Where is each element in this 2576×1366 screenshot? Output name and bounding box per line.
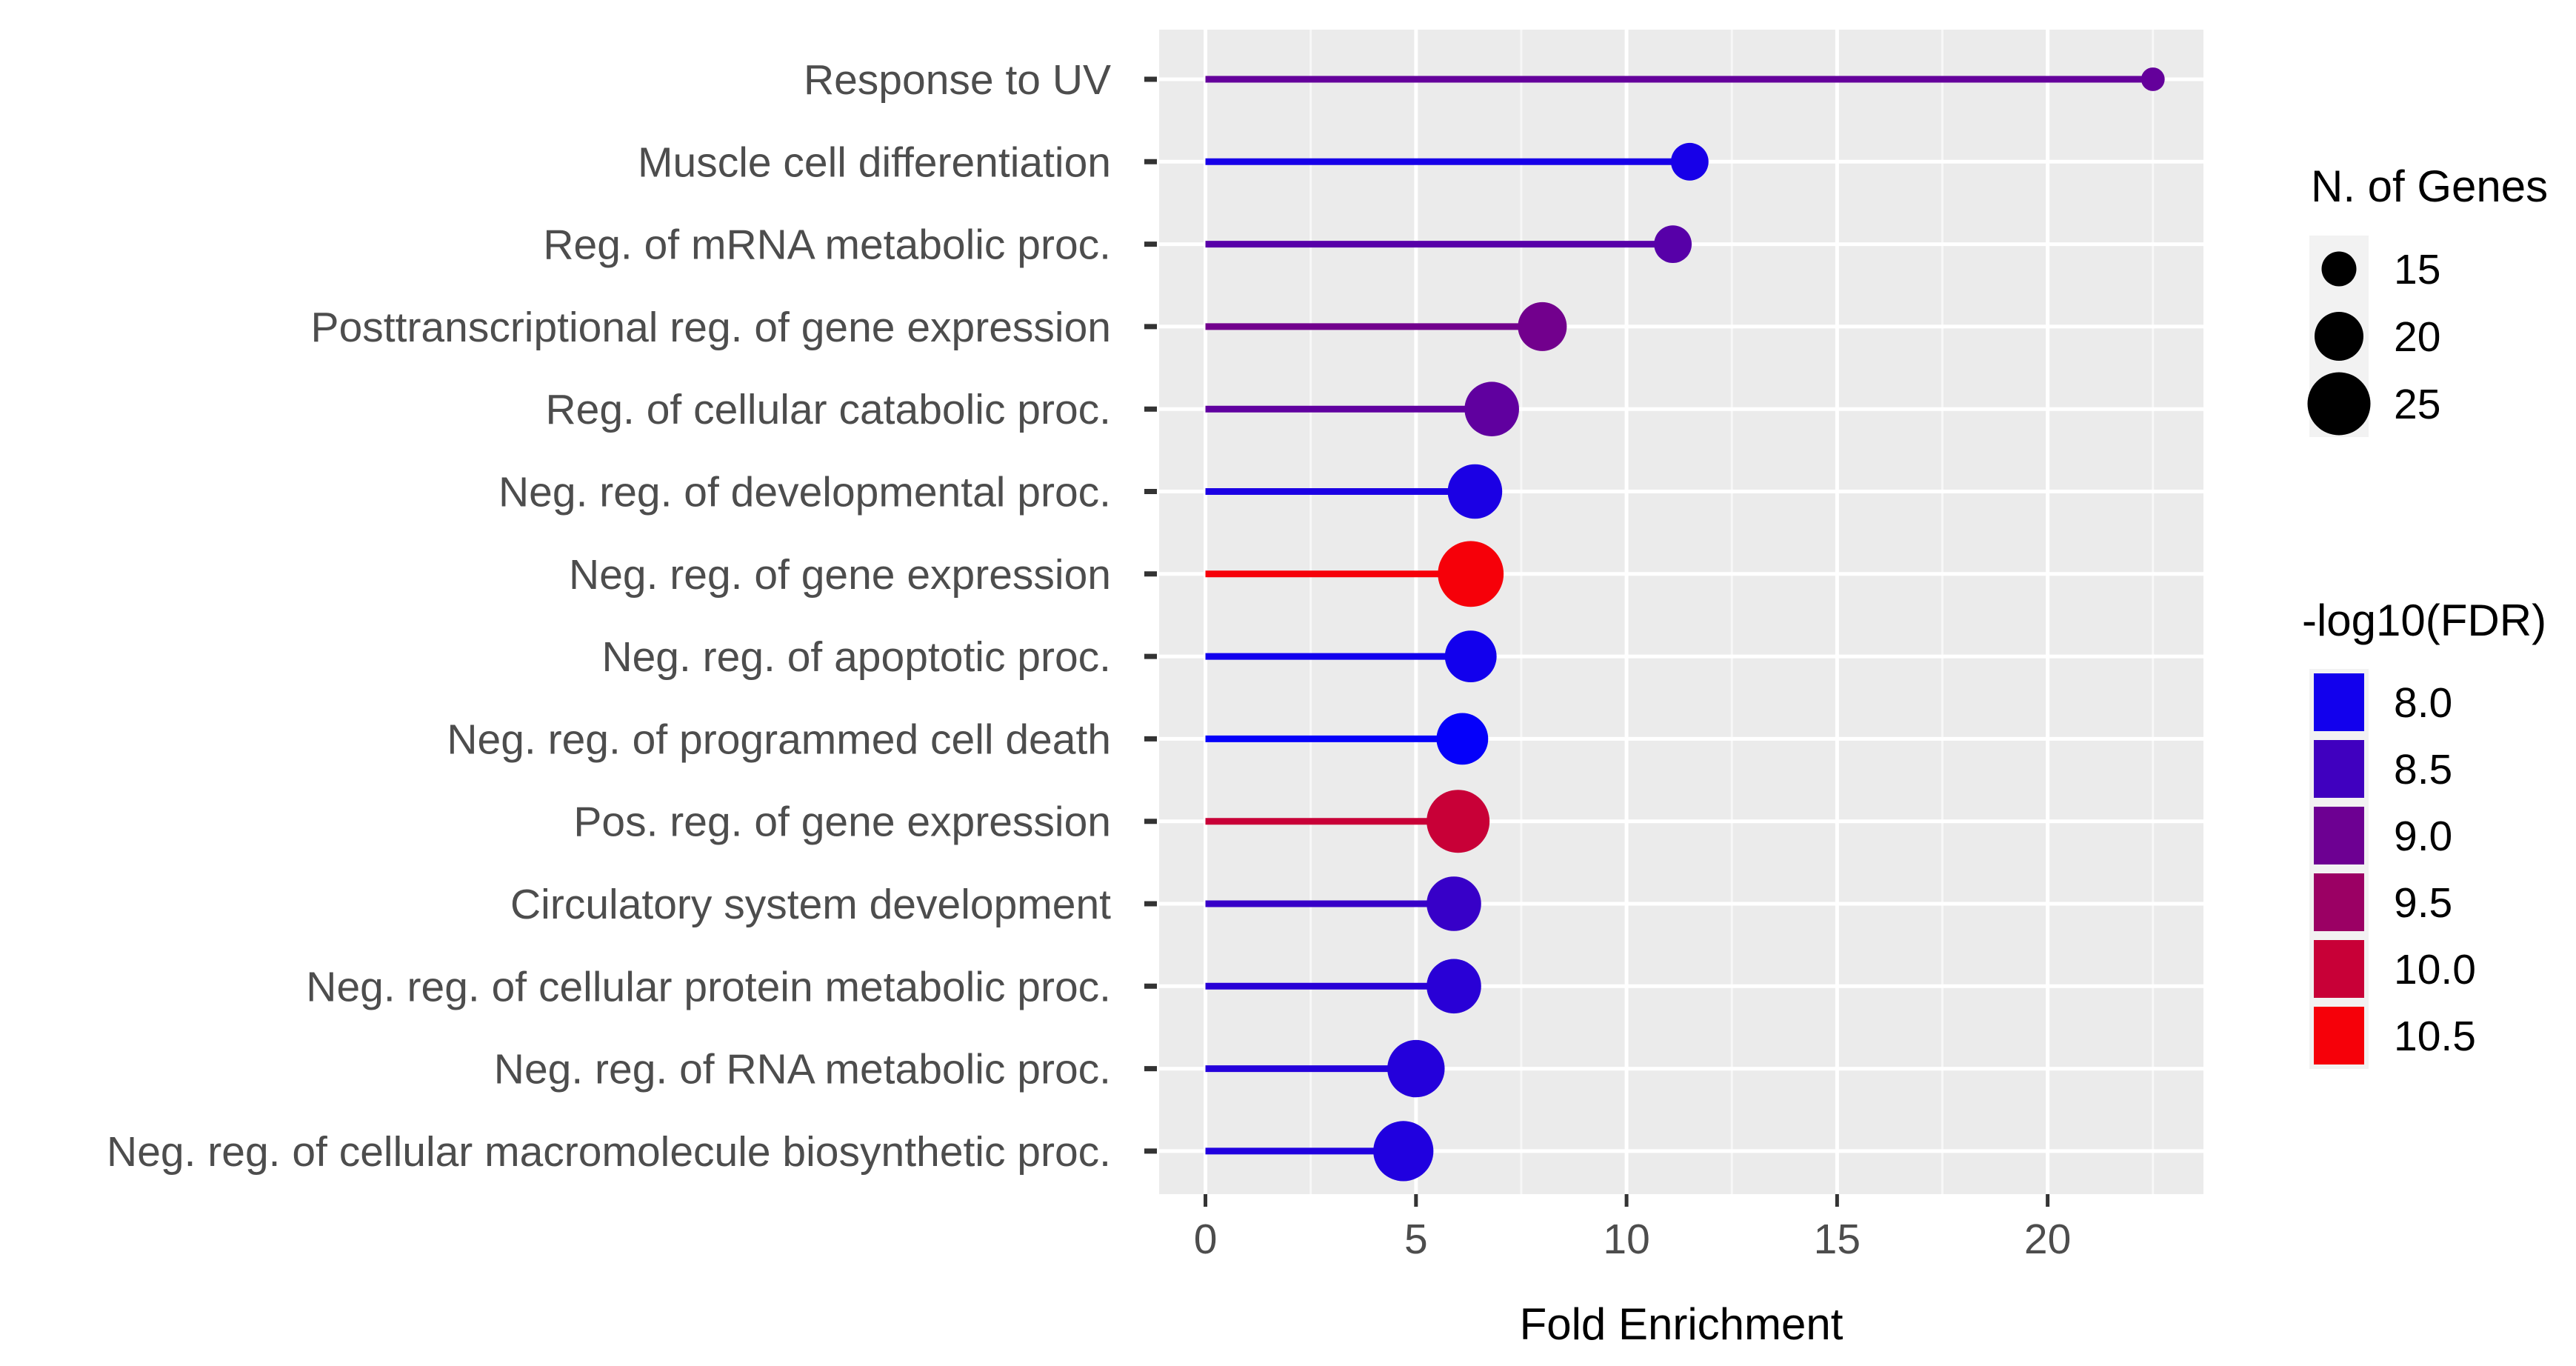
category-label: Neg. reg. of RNA metabolic proc. xyxy=(494,1046,1111,1093)
category-label: Neg. reg. of developmental proc. xyxy=(498,469,1111,516)
size-legend-items: 15 20 25 xyxy=(2307,246,2440,436)
category-label: Neg. reg. of gene expression xyxy=(569,551,1111,599)
category-label: Neg. reg. of cellular macromolecule bios… xyxy=(107,1128,1111,1176)
panel-background xyxy=(1159,30,2203,1194)
color-legend-title: -log10(FDR) xyxy=(2302,596,2546,645)
lollipop-point xyxy=(1438,541,1504,607)
color-legend-swatch xyxy=(2314,740,2364,798)
axis-ticks xyxy=(1144,76,2050,1207)
color-legend-label: 10.0 xyxy=(2394,946,2476,993)
color-legend: -log10(FDR) 8.0 8.5 9.0 9.5 10.0 10.5 xyxy=(2302,596,2546,1069)
category-label: Posttranscriptional reg. of gene express… xyxy=(311,304,1111,351)
category-label: Response to UV xyxy=(804,56,1111,104)
category-label: Reg. of mRNA metabolic proc. xyxy=(543,221,1111,269)
size-legend-label: 15 xyxy=(2394,246,2440,293)
lollipop-point xyxy=(1387,1039,1445,1098)
category-label: Muscle cell differentiation xyxy=(638,139,1111,186)
x-tick-label: 15 xyxy=(1814,1216,1861,1263)
size-legend-key xyxy=(2307,372,2371,436)
lollipop-point xyxy=(1654,225,1692,263)
color-legend-swatch xyxy=(2314,873,2364,931)
size-legend-key xyxy=(2315,312,2363,361)
color-legend-swatch xyxy=(2314,940,2364,998)
color-legend-label: 10.5 xyxy=(2394,1013,2476,1060)
size-legend-title: N. of Genes xyxy=(2311,161,2548,211)
category-label: Neg. reg. of apoptotic proc. xyxy=(601,633,1111,681)
x-tick-label: 0 xyxy=(1194,1216,1218,1263)
color-legend-swatch xyxy=(2314,807,2364,864)
data-marks xyxy=(1205,67,2165,1182)
category-label: Pos. reg. of gene expression xyxy=(573,799,1111,846)
lollipop-point xyxy=(1427,876,1481,931)
lollipop-point xyxy=(2140,67,2165,91)
axis-labels: 0 5 10 15 20 Response to UV Muscle cell differ… xyxy=(107,56,2071,1263)
color-legend-swatch xyxy=(2314,1007,2364,1065)
color-legend-label: 9.0 xyxy=(2394,813,2452,860)
lollipop-point xyxy=(1436,713,1489,765)
size-legend-label: 20 xyxy=(2394,313,2440,361)
category-label: Circulatory system development xyxy=(510,881,1111,928)
category-label: Neg. reg. of programmed cell death xyxy=(447,716,1111,763)
x-tick-label: 10 xyxy=(1603,1216,1649,1263)
lollipop-point xyxy=(1518,301,1567,351)
color-legend-label: 8.5 xyxy=(2394,746,2452,793)
color-legend-swatch xyxy=(2314,673,2364,731)
category-label: Neg. reg. of cellular protein metabolic … xyxy=(306,963,1111,1010)
size-legend-key xyxy=(2321,251,2357,287)
x-tick-label: 5 xyxy=(1404,1216,1428,1263)
color-legend-label: 9.5 xyxy=(2394,879,2452,927)
lollipop-point xyxy=(1427,959,1481,1014)
color-legend-items: 8.0 8.5 9.0 9.5 10.0 10.5 xyxy=(2309,669,2476,1069)
x-axis-title: Fold Enrichment xyxy=(1520,1299,1843,1349)
lollipop-point xyxy=(1464,382,1519,436)
lollipop-point xyxy=(1670,142,1709,181)
lollipop-point xyxy=(1373,1121,1434,1182)
size-legend: N. of Genes 15 20 25 xyxy=(2307,161,2548,437)
x-tick-label: 20 xyxy=(2024,1216,2071,1263)
color-legend-label: 8.0 xyxy=(2394,679,2452,727)
lollipop-point xyxy=(1447,464,1503,519)
category-label: Reg. of cellular catabolic proc. xyxy=(545,386,1111,433)
lollipop-point xyxy=(1444,630,1497,682)
lollipop-point xyxy=(1427,790,1490,853)
size-legend-label: 25 xyxy=(2394,381,2440,428)
